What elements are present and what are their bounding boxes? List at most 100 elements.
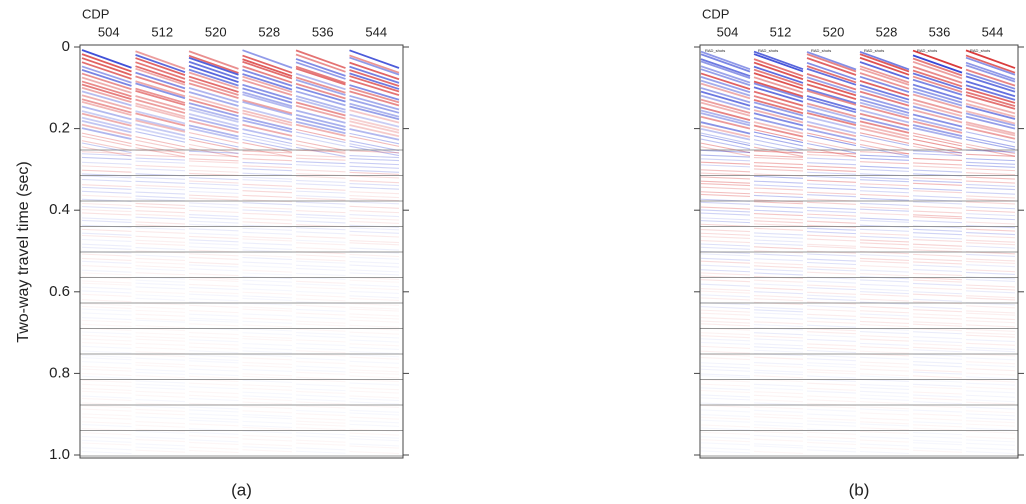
seismic-trace: [806, 328, 857, 332]
seismic-trace: [753, 265, 804, 269]
seismic-trace: [753, 239, 804, 243]
seismic-trace: [700, 335, 751, 339]
seismic-trace: [700, 124, 751, 138]
seismic-trace: [700, 297, 751, 301]
seismic-trace: [700, 191, 751, 195]
seismic-trace: [912, 220, 963, 224]
seismic-trace: [700, 397, 751, 401]
seismic-trace: [859, 417, 910, 421]
seismic-trace: [700, 383, 751, 387]
y-tick-label: 0.2: [49, 120, 70, 137]
seismic-trace: [135, 282, 186, 286]
seismic-trace: [806, 128, 857, 141]
seismic-trace: [242, 153, 293, 157]
seismic-trace: [912, 90, 963, 107]
seismic-trace: [753, 287, 804, 291]
seismic-trace: [81, 436, 132, 440]
seismic-trace: [81, 260, 132, 264]
seismic-trace: [753, 242, 804, 246]
seismic-trace: [859, 446, 910, 450]
seismic-trace: [700, 169, 751, 173]
seismic-trace: [912, 394, 963, 398]
seismic-trace: [753, 223, 804, 227]
seismic-trace: [135, 123, 186, 137]
seismic-trace: [295, 67, 346, 86]
seismic-trace: [81, 290, 132, 294]
seismic-trace: [349, 324, 400, 328]
seismic-trace: [81, 345, 132, 349]
seismic-trace: [242, 158, 293, 162]
seismic-trace: [912, 195, 963, 199]
caption: (b): [849, 480, 870, 499]
seismic-trace: [700, 79, 751, 97]
seismic-trace: [242, 190, 293, 194]
seismic-trace: [753, 321, 804, 325]
seismic-trace: [700, 439, 751, 443]
seismic-trace: [806, 134, 857, 147]
seismic-trace: [242, 147, 293, 158]
seismic-trace: [135, 371, 186, 375]
seismic-trace: [806, 395, 857, 399]
caption: (a): [231, 480, 252, 499]
seismic-trace: [135, 213, 186, 217]
seismic-trace: [859, 390, 910, 394]
seismic-trace: [753, 262, 804, 266]
seismic-trace: [188, 319, 239, 323]
seismic-trace: [188, 147, 239, 158]
seismic-trace: [700, 272, 751, 276]
seismic-trace: [965, 72, 1016, 90]
seismic-trace: [81, 83, 132, 101]
seismic-trace: [753, 80, 804, 98]
seismic-trace: [242, 426, 293, 431]
seismic-trace: [188, 406, 239, 410]
seismic-trace: [912, 105, 963, 121]
seismic-trace: [965, 364, 1016, 368]
seismic-trace: [859, 394, 910, 398]
seismic-trace: [242, 236, 293, 240]
seismic-trace: [81, 90, 132, 107]
seismic-trace: [700, 320, 751, 324]
seismic-trace: [349, 75, 400, 93]
seismic-trace: [806, 168, 857, 173]
seismic-trace: [700, 427, 751, 431]
seismic-trace: [965, 379, 1016, 383]
seismic-trace: [135, 443, 186, 447]
seismic-trace: [912, 282, 963, 286]
seismic-trace: [188, 323, 239, 327]
seismic-trace: [859, 408, 910, 412]
seismic-trace: [700, 180, 751, 184]
seismic-trace: [753, 443, 804, 447]
seismic-trace: [81, 86, 132, 104]
seismic-trace: [81, 205, 132, 210]
seismic-trace: [135, 286, 186, 290]
seismic-trace: [753, 76, 804, 94]
seismic-trace: [859, 254, 910, 258]
seismic-trace: [965, 112, 1016, 127]
seismic-trace: [859, 412, 910, 416]
seismic-trace: [806, 245, 857, 249]
seismic-trace: [81, 350, 132, 354]
seismic-trace: [188, 364, 239, 368]
seismic-trace: [859, 206, 910, 210]
seismic-trace: [295, 371, 346, 375]
seismic-trace: [295, 328, 346, 332]
seismic-trace: [912, 346, 963, 350]
seismic-trace: [135, 65, 186, 84]
seismic-trace: [349, 109, 400, 124]
seismic-trace: [295, 432, 346, 436]
seismic-trace: [700, 115, 751, 130]
seismic-trace: [242, 227, 293, 231]
seismic-trace: [859, 279, 910, 283]
seismic-trace: [753, 156, 804, 161]
seismic-trace: [81, 105, 132, 121]
seismic-trace: [135, 87, 186, 104]
seismic-trace: [806, 105, 857, 120]
seismic-trace: [349, 56, 400, 76]
seismic-trace: [700, 379, 751, 383]
seismic-trace: [700, 186, 751, 190]
seismic-trace: [859, 228, 910, 232]
seismic-trace: [859, 375, 910, 379]
seismic-trace: [859, 183, 910, 187]
seismic-trace: [700, 442, 751, 446]
seismic-trace: [81, 119, 132, 134]
